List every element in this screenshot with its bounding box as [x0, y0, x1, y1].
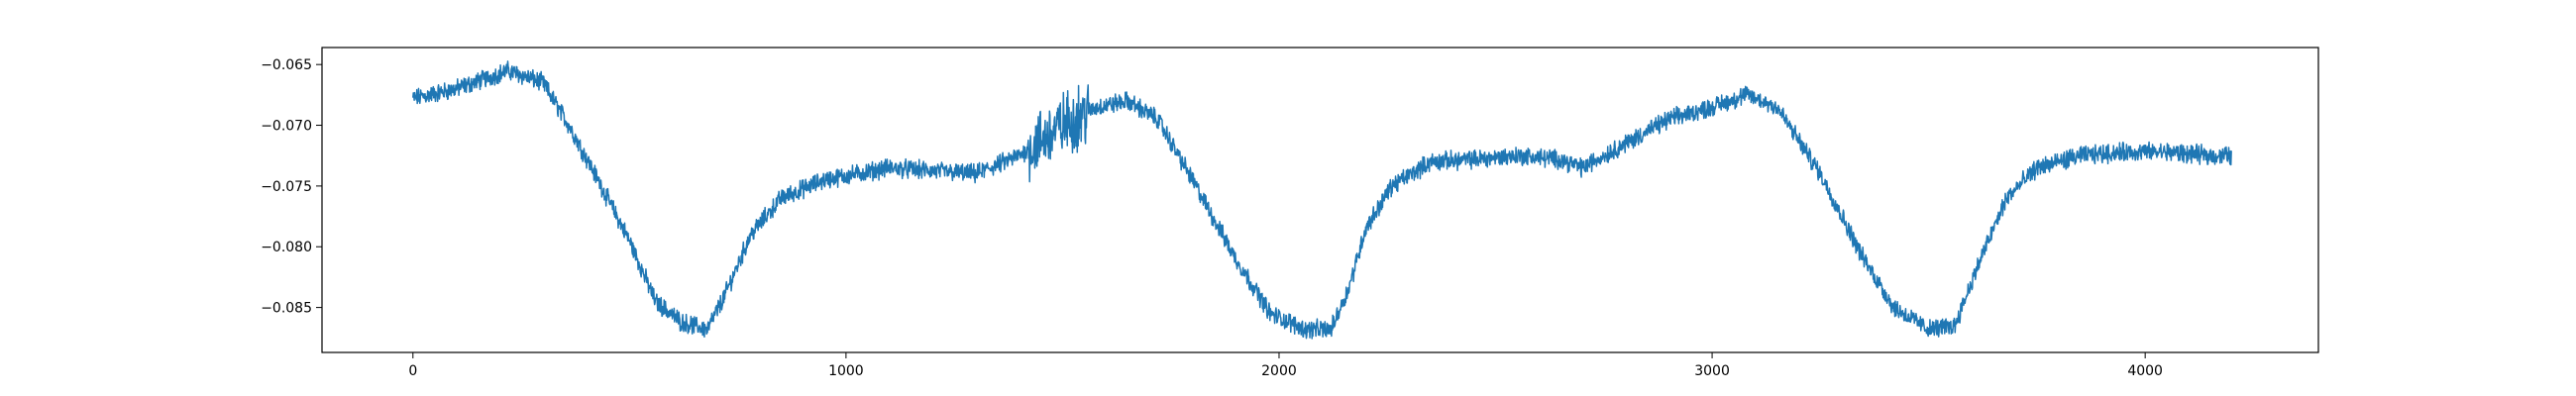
- plot-area: [321, 47, 2319, 353]
- series-line: [412, 60, 2232, 340]
- y-tick-label: −0.080: [261, 240, 312, 255]
- x-tick-label: 4000: [2127, 363, 2163, 379]
- x-tick-label: 1000: [828, 363, 864, 379]
- y-tick-label: −0.065: [261, 57, 312, 73]
- x-tick-label: 2000: [1261, 363, 1297, 379]
- y-tick-label: −0.070: [261, 119, 312, 135]
- series-group: [412, 60, 2232, 340]
- x-tick-label: 0: [408, 363, 417, 379]
- y-tick-label: −0.075: [261, 179, 312, 195]
- x-tick-label: 3000: [1694, 363, 1730, 379]
- x-axis: 0 1000 2000 3000 4000: [408, 352, 2163, 379]
- y-tick-label: −0.085: [261, 301, 312, 317]
- y-axis: −0.065 −0.070 −0.075 −0.080 −0.085: [261, 57, 322, 317]
- axes-frame: [321, 47, 2319, 353]
